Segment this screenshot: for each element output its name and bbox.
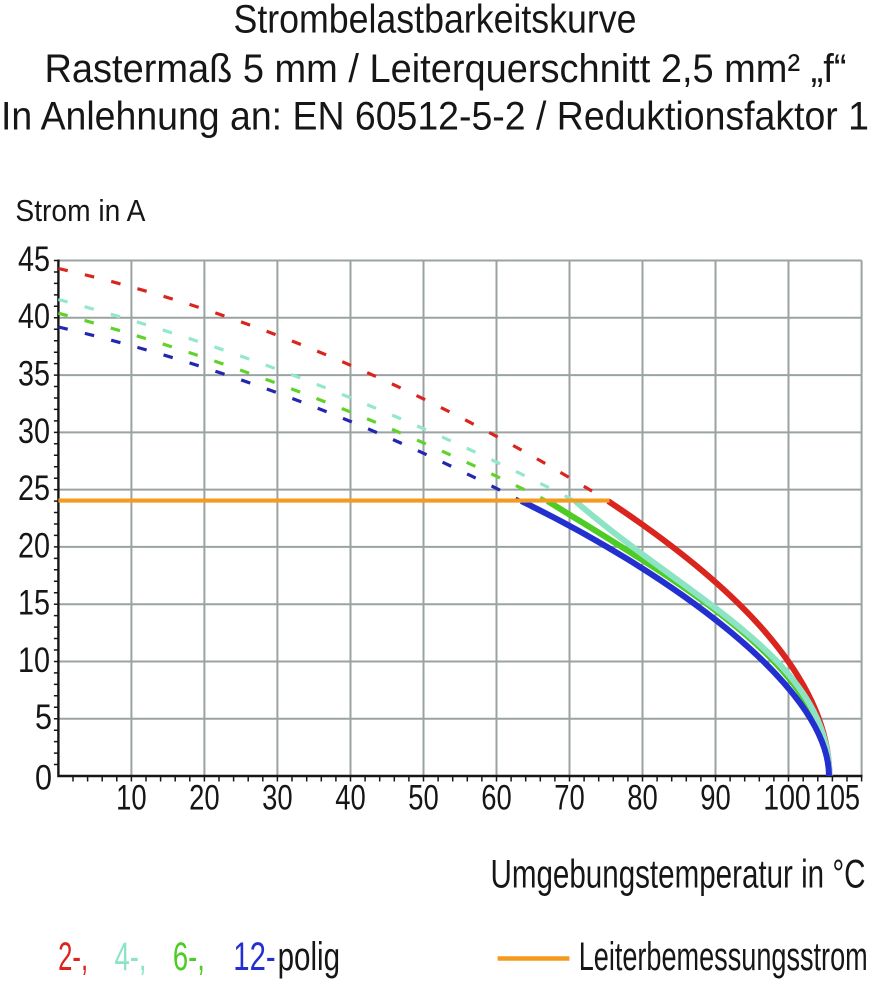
svg-text:100: 100	[763, 779, 811, 818]
svg-text:15: 15	[18, 584, 50, 623]
svg-text:35: 35	[18, 355, 50, 394]
svg-text:10: 10	[18, 641, 50, 680]
svg-text:80: 80	[627, 779, 658, 818]
svg-text:45: 45	[18, 240, 50, 279]
svg-text:Rastermaß 5 mm / Leiterquersch: Rastermaß 5 mm / Leiterquerschnitt 2,5 m…	[45, 47, 847, 91]
svg-text:20: 20	[18, 526, 50, 565]
svg-text:Strombelastbarkeitskurve: Strombelastbarkeitskurve	[234, 0, 637, 42]
svg-text:0: 0	[35, 759, 52, 798]
svg-text:5: 5	[35, 698, 52, 737]
svg-text:polig: polig	[278, 935, 340, 979]
svg-text:10: 10	[116, 779, 147, 818]
svg-text:2-,: 2-,	[58, 935, 88, 979]
svg-text:30: 30	[18, 412, 50, 451]
svg-text:90: 90	[700, 779, 731, 818]
svg-text:50: 50	[408, 779, 439, 818]
svg-text:40: 40	[18, 297, 50, 336]
svg-text:Umgebungstemperatur in °C: Umgebungstemperatur in °C	[491, 853, 866, 897]
svg-text:105: 105	[815, 779, 860, 818]
svg-text:In Anlehnung an: EN 60512-5-2: In Anlehnung an: EN 60512-5-2 / Reduktio…	[1, 95, 869, 139]
svg-text:25: 25	[18, 469, 50, 508]
svg-text:6-,: 6-,	[173, 935, 205, 979]
svg-text:Strom in A: Strom in A	[15, 193, 145, 228]
svg-text:Leiterbemessungsstrom: Leiterbemessungsstrom	[579, 935, 868, 979]
svg-text:70: 70	[554, 779, 585, 818]
svg-text:12-: 12-	[233, 935, 275, 979]
svg-text:4-,: 4-,	[115, 935, 147, 979]
svg-text:20: 20	[189, 779, 220, 818]
svg-text:40: 40	[335, 779, 366, 818]
svg-text:60: 60	[481, 779, 512, 818]
svg-text:30: 30	[262, 779, 293, 818]
